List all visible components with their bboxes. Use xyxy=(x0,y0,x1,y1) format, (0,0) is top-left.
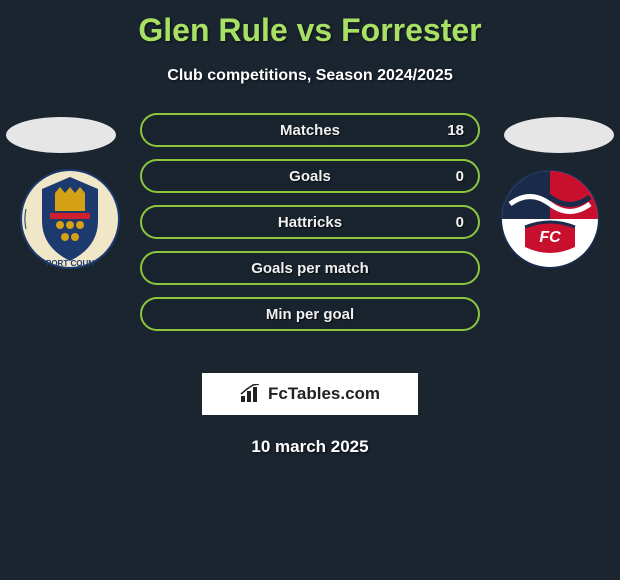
svg-text:PORT COUN: PORT COUN xyxy=(46,259,94,268)
brand-badge: FcTables.com xyxy=(202,373,418,415)
club-crest-left: PORT COUN xyxy=(20,169,120,269)
stat-row-min-per-goal: Min per goal xyxy=(140,297,480,331)
comparison-panel: PORT COUN FC Matches 18 Goals 0 Hattrick xyxy=(0,113,620,363)
stat-label: Goals xyxy=(289,168,331,185)
stats-column: Matches 18 Goals 0 Hattricks 0 Goals per… xyxy=(140,113,480,331)
player-marker-left xyxy=(6,117,116,153)
stat-value-right: 0 xyxy=(456,214,464,231)
stat-value-right: 18 xyxy=(447,122,464,139)
club-crest-right: FC xyxy=(500,169,600,269)
bar-chart-icon xyxy=(240,384,262,404)
stat-row-goals-per-match: Goals per match xyxy=(140,251,480,285)
stat-label: Hattricks xyxy=(278,214,342,231)
brand-text: FcTables.com xyxy=(268,384,380,404)
stat-value-right: 0 xyxy=(456,168,464,185)
page-title: Glen Rule vs Forrester xyxy=(0,0,620,49)
player-marker-right xyxy=(504,117,614,153)
stat-label: Matches xyxy=(280,122,340,139)
stat-row-matches: Matches 18 xyxy=(140,113,480,147)
svg-text:FC: FC xyxy=(539,229,561,246)
stat-row-hattricks: Hattricks 0 xyxy=(140,205,480,239)
date-label: 10 march 2025 xyxy=(0,437,620,457)
page-subtitle: Club competitions, Season 2024/2025 xyxy=(0,67,620,85)
stat-label: Min per goal xyxy=(266,306,354,323)
bolton-crest-icon: FC xyxy=(500,169,600,269)
stockport-crest-icon: PORT COUN xyxy=(20,169,120,269)
stat-row-goals: Goals 0 xyxy=(140,159,480,193)
stat-label: Goals per match xyxy=(251,260,369,277)
